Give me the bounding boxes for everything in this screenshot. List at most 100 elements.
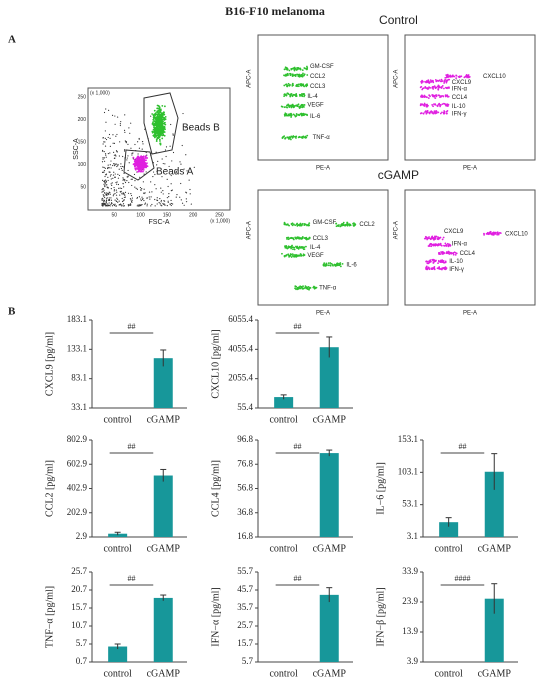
bead-dot	[453, 75, 456, 78]
bead-dot	[159, 115, 161, 118]
event-dot	[112, 177, 114, 179]
bar	[319, 594, 339, 662]
bead-dot	[285, 223, 287, 226]
bead-dot	[162, 130, 165, 133]
cluster-label: CXCL9	[452, 80, 472, 86]
event-dot	[185, 198, 187, 200]
scale-note: (x 1,000)	[210, 218, 230, 224]
x-axis-label: PE-A	[463, 311, 477, 317]
event-dot	[112, 195, 114, 197]
y-tick-label: 36.8	[237, 507, 253, 517]
bead-dot	[431, 111, 434, 114]
event-dot	[175, 171, 177, 174]
event-dot	[137, 204, 139, 206]
bead-dot	[430, 80, 433, 83]
bead-dot	[157, 134, 160, 137]
event-dot	[111, 114, 114, 116]
y-tick-label: 96.8	[237, 434, 253, 444]
bead-dot	[439, 243, 442, 246]
bead-dot	[425, 260, 428, 263]
bead-dot	[342, 224, 345, 227]
bead-dot	[485, 232, 488, 235]
event-dot	[183, 204, 185, 206]
bead-dot	[296, 288, 299, 291]
event-dot	[193, 166, 195, 168]
bead-dot	[313, 286, 316, 289]
bead-dot	[156, 130, 159, 133]
bead-dot	[292, 248, 294, 251]
bead-dot	[163, 111, 165, 114]
event-dot	[117, 183, 120, 186]
bead-dot	[156, 104, 159, 107]
event-dot	[128, 181, 130, 184]
bead-dot	[422, 104, 425, 106]
bead-dot	[302, 92, 305, 95]
bead-dot	[426, 262, 429, 265]
y-tick-label: 802.9	[67, 434, 88, 444]
y-tick-label: 250	[78, 94, 87, 100]
event-dot	[156, 170, 158, 173]
scatter-plot: Beads B Beads A 50 50 100 100 150 150 200 200 250 2…	[73, 87, 231, 226]
cluster-label: IL-10	[452, 104, 466, 110]
event-dot	[119, 194, 121, 196]
event-dot	[141, 141, 144, 143]
event-dot	[101, 171, 104, 173]
bead-dot	[299, 222, 302, 225]
x-tick-label: cGAMP	[313, 668, 347, 679]
x-tick-label: control	[269, 414, 298, 425]
y-tick-label: 5.7	[242, 656, 254, 666]
bead-dot	[287, 253, 290, 256]
event-dot	[131, 197, 133, 199]
event-dot	[107, 152, 109, 155]
event-dot	[127, 176, 129, 178]
bead-dot	[161, 104, 164, 107]
bead-dot	[428, 243, 431, 246]
event-dot	[105, 180, 108, 182]
bead-dot	[288, 138, 290, 140]
bar	[319, 347, 339, 408]
bead-dot	[435, 235, 438, 238]
cluster-label: IFN-γ	[449, 267, 464, 273]
cluster-label: IL-10	[449, 259, 463, 265]
event-dot	[113, 151, 115, 154]
bead-dot	[294, 287, 296, 290]
x-tick-label: control	[434, 543, 463, 554]
bead-dot	[439, 112, 442, 115]
event-dot	[112, 164, 114, 167]
event-dot	[168, 192, 170, 195]
event-dot	[105, 138, 108, 141]
significance-label: ##	[127, 574, 135, 583]
event-dot	[169, 145, 171, 147]
bead-dot	[443, 267, 446, 270]
bead-dot	[133, 158, 136, 161]
event-dot	[123, 178, 125, 180]
bead-dot	[432, 86, 435, 89]
bead-dot	[293, 254, 296, 256]
bead-dot	[419, 103, 422, 105]
bead-dot	[298, 114, 301, 117]
bead-dot	[445, 252, 448, 255]
event-dot	[103, 192, 106, 194]
bead-dot	[287, 103, 290, 106]
event-dot	[134, 186, 136, 188]
event-dot	[107, 109, 110, 111]
event-dot	[150, 196, 152, 198]
event-dot	[105, 204, 107, 207]
bead-dot	[455, 74, 458, 77]
event-dot	[104, 145, 107, 147]
bead-dot	[132, 156, 135, 159]
event-dot	[151, 191, 153, 193]
event-dot	[103, 157, 105, 159]
event-dot	[132, 152, 134, 154]
bead-dot	[143, 159, 146, 162]
event-dot	[124, 181, 127, 184]
bead-dot	[446, 242, 449, 245]
event-dot	[163, 200, 165, 202]
event-dot	[137, 141, 139, 143]
event-dot	[117, 201, 119, 203]
event-dot	[126, 179, 128, 182]
x-tick-label: cGAMP	[313, 543, 347, 554]
bead-dot	[448, 86, 450, 89]
bead-dot	[146, 157, 149, 159]
event-dot	[171, 189, 173, 191]
